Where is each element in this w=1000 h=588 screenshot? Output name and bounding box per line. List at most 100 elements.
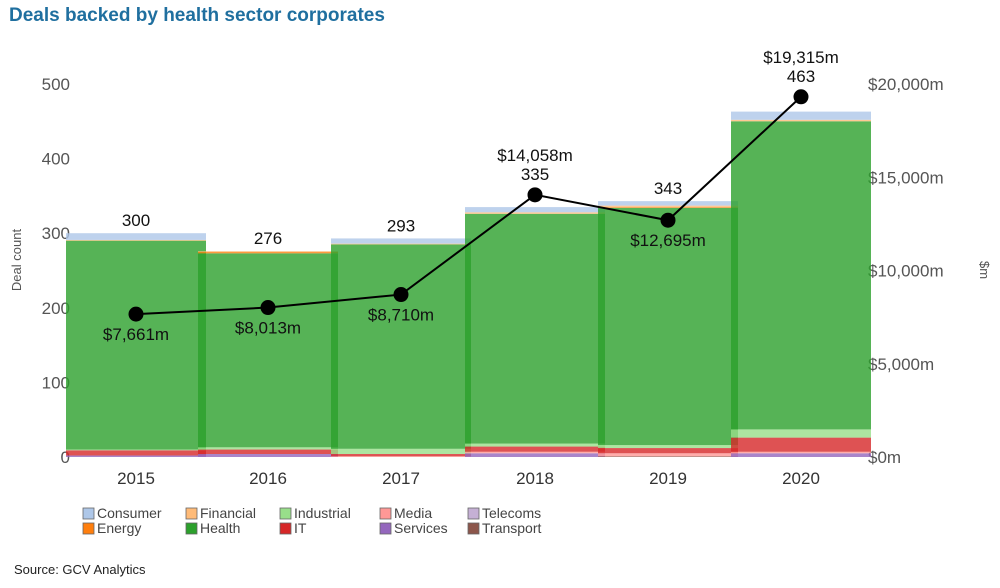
legend-label: Consumer bbox=[97, 505, 162, 521]
bar-segment-it bbox=[331, 454, 471, 457]
chart-title: Deals backed by health sector corporates bbox=[9, 5, 385, 26]
deal-value-point bbox=[660, 212, 676, 228]
bar-segment-services bbox=[66, 455, 206, 457]
bar-segment-consumer bbox=[731, 111, 871, 120]
x-tick-label: 2015 bbox=[117, 469, 155, 488]
bar-segment-financial bbox=[598, 205, 738, 208]
bar-segment-financial bbox=[465, 212, 605, 214]
legend-swatch bbox=[379, 522, 392, 535]
x-tick-label: 2017 bbox=[382, 469, 420, 488]
bar-segment-health bbox=[465, 213, 605, 444]
bar-segment-financial bbox=[331, 243, 471, 245]
legend-label: Financial bbox=[200, 505, 256, 521]
value-label: $19,315m bbox=[763, 48, 839, 67]
deal-value-point bbox=[128, 306, 144, 322]
y2-tick-label: $5,000m bbox=[868, 355, 934, 374]
total-label: 343 bbox=[654, 179, 682, 198]
bar-segment-health bbox=[731, 121, 871, 430]
x-tick-label: 2019 bbox=[649, 469, 687, 488]
total-label: 335 bbox=[521, 165, 549, 184]
legend-swatch bbox=[82, 522, 95, 535]
total-label: 276 bbox=[254, 229, 282, 248]
bar-segment-energy bbox=[198, 251, 338, 254]
y2-tick-label: $15,000m bbox=[868, 168, 944, 187]
legend-swatch bbox=[279, 522, 292, 535]
bar-segment-industrial bbox=[198, 447, 338, 450]
x-tick-label: 2018 bbox=[516, 469, 554, 488]
source-note: Source: GCV Analytics bbox=[14, 562, 146, 577]
y-axis-label: Deal count bbox=[9, 229, 24, 292]
total-label: 293 bbox=[387, 216, 415, 235]
bar-segment-financial bbox=[66, 239, 206, 241]
bar-segment-transport bbox=[598, 456, 738, 457]
value-label: $14,058m bbox=[497, 146, 573, 165]
bar-segment-industrial bbox=[598, 445, 738, 449]
bar-segment-consumer bbox=[331, 238, 471, 244]
bar-segment-health bbox=[598, 207, 738, 446]
bar-segment-financial bbox=[731, 119, 871, 122]
legend-label: Services bbox=[394, 520, 448, 536]
value-label: $7,661m bbox=[103, 325, 169, 344]
y-tick-label: 400 bbox=[42, 150, 70, 169]
deal-value-line bbox=[135, 96, 802, 316]
y2-tick-label: $0m bbox=[868, 448, 901, 467]
deal-value-point bbox=[393, 287, 409, 303]
bar-segment-it bbox=[731, 437, 871, 452]
bar-segment-energy bbox=[598, 207, 738, 208]
bar-segment-industrial bbox=[331, 448, 471, 455]
legend-label: Energy bbox=[97, 520, 141, 536]
x-tick-label: 2016 bbox=[249, 469, 287, 488]
bar-segment-health bbox=[66, 240, 206, 450]
legend-label: Telecoms bbox=[482, 505, 541, 521]
y2-tick-label: $20,000m bbox=[868, 75, 944, 94]
bar-segment-it bbox=[198, 449, 338, 455]
x-tick-label: 2020 bbox=[782, 469, 820, 488]
bar-segment-health bbox=[198, 253, 338, 448]
total-label: 300 bbox=[122, 211, 150, 230]
legend-label: IT bbox=[294, 520, 307, 536]
bar-segment-services bbox=[198, 454, 338, 457]
legend-swatch bbox=[185, 507, 198, 520]
bar-segment-media bbox=[331, 456, 471, 457]
bar-segment-financial bbox=[198, 251, 338, 252]
legend-label: Industrial bbox=[294, 505, 351, 521]
bar-segment-industrial bbox=[465, 443, 605, 447]
bar-segment-industrial bbox=[66, 449, 206, 451]
y-tick-label: 200 bbox=[42, 299, 70, 318]
bar-segment-services bbox=[731, 453, 871, 457]
bar-segment-media bbox=[598, 453, 738, 457]
legend-swatch bbox=[467, 507, 480, 520]
y-tick-label: 500 bbox=[42, 75, 70, 94]
bar-segment-it bbox=[598, 448, 738, 454]
bar-segment-consumer bbox=[465, 207, 605, 213]
legend-label: Transport bbox=[482, 520, 542, 536]
legend-label: Media bbox=[394, 505, 432, 521]
y2-tick-label: $10,000m bbox=[868, 262, 944, 281]
bar-segment-it bbox=[465, 446, 605, 452]
y-tick-label: 100 bbox=[42, 373, 70, 392]
bar-segment-services bbox=[465, 453, 605, 457]
legend-swatch bbox=[279, 507, 292, 520]
bar-segment-health bbox=[331, 244, 471, 449]
legend-swatch bbox=[467, 522, 480, 535]
bar-segment-media bbox=[731, 451, 871, 454]
value-label: $8,710m bbox=[368, 306, 434, 325]
legend-swatch bbox=[185, 522, 198, 535]
bar-segment-consumer bbox=[598, 201, 738, 206]
value-label: $8,013m bbox=[235, 319, 301, 338]
bar-segment-media bbox=[465, 451, 605, 454]
legend-swatch bbox=[379, 507, 392, 520]
bar-segment-it bbox=[66, 450, 206, 456]
total-label: 463 bbox=[787, 67, 815, 86]
value-label: $12,695m bbox=[630, 231, 706, 250]
y2-axis-label: $m bbox=[977, 261, 992, 279]
bar-segment-consumer bbox=[66, 233, 206, 240]
bar-segment-industrial bbox=[731, 429, 871, 438]
legend-label: Health bbox=[200, 520, 240, 536]
deal-value-point bbox=[260, 300, 276, 316]
y-tick-label: 0 bbox=[61, 448, 70, 467]
legend-swatch bbox=[82, 507, 95, 520]
deal-value-point bbox=[527, 187, 543, 203]
